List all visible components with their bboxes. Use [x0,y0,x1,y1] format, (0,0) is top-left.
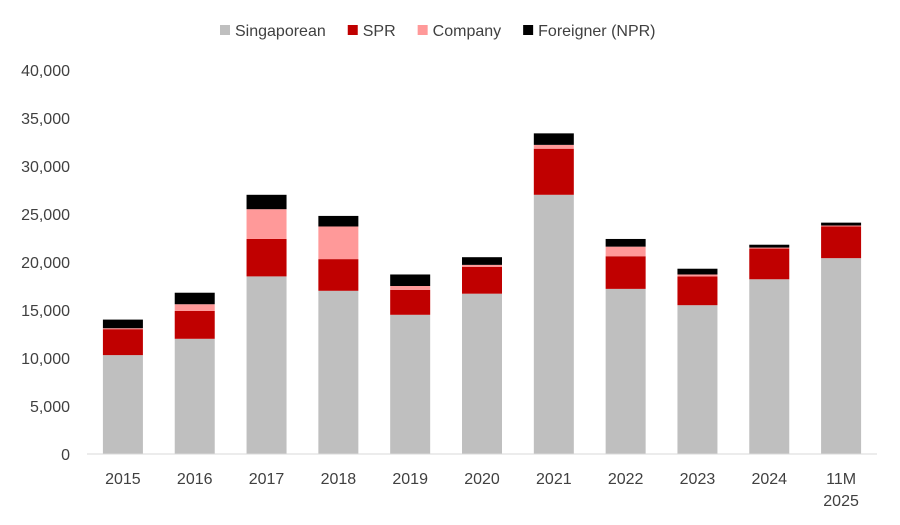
bar-2017-foreigner-npr [246,194,287,210]
legend-item-company: Company [417,23,501,40]
bar-2019-spr [390,289,431,315]
legend-swatch-company [417,25,428,35]
y-tick-label-5000: 5,000 [30,399,70,416]
y-tick-label-30000: 30,000 [21,159,70,176]
bar-2016-company [174,304,215,311]
bar-2021-foreigner-npr [533,133,574,145]
bar-2018-spr [318,259,359,291]
bar-11m-2025-spr [821,226,862,259]
y-tick-label-25000: 25,000 [21,207,70,224]
bar-2015-foreigner-npr [102,319,143,329]
bar-2018-foreigner-npr [318,215,359,227]
x-tick-label-2023: 2023 [680,471,716,488]
bar-2018-singaporean [318,290,359,454]
bar-2023-foreigner-npr [677,268,718,275]
y-tick-label-20000: 20,000 [21,255,70,272]
bar-11m-2025-singaporean [821,258,862,454]
bar-2023-singaporean [677,305,718,454]
x-tick-label-2020: 2020 [464,471,500,488]
legend-item-foreigner-npr: Foreigner (NPR) [523,23,656,40]
y-tick-label-35000: 35,000 [21,111,70,128]
bar-2021-spr [533,148,574,195]
bar-2024-singaporean [749,279,790,454]
legend-item-singaporean: Singaporean [220,23,326,40]
bar-2019-foreigner-npr [390,274,431,286]
x-tick-label-2019: 2019 [392,471,428,488]
legend-label-company: Company [433,23,501,40]
x-tick-label-2018: 2018 [321,471,357,488]
bar-2022-spr [605,256,646,289]
bar-2020-singaporean [462,293,502,454]
x-tick-label-11m-2025: 11M 2025 [823,471,859,510]
bar-2020-company [462,264,502,267]
x-tick-label-2021: 2021 [536,471,572,488]
bar-2023-company [677,274,718,277]
bar-2019-company [390,286,431,290]
bar-2022-singaporean [605,288,646,454]
y-tick-label-0: 0 [61,447,70,464]
bar-2015-spr [102,329,143,356]
bar-2017-spr [246,238,287,277]
bar-2022-company [605,246,646,257]
bar-2015-company [102,328,143,330]
bar-2020-foreigner-npr [462,257,502,265]
legend-swatch-foreigner-npr [523,25,534,35]
bar-2022-foreigner-npr [605,238,646,247]
legend-swatch-spr [347,25,358,35]
bar-2024-spr [749,248,790,280]
legend-label-singaporean: Singaporean [235,23,326,40]
x-tick-label-2016: 2016 [177,471,213,488]
legend-label-foreigner-npr: Foreigner (NPR) [538,23,655,40]
bars [102,133,862,455]
bar-2024-foreigner-npr [749,244,790,248]
bar-2017-singaporean [246,276,287,454]
bar-2016-singaporean [174,338,215,454]
y-tick-label-10000: 10,000 [21,351,70,368]
legend-label-spr: SPR [363,23,396,40]
bar-2018-company [318,226,359,260]
bar-2023-spr [677,276,718,306]
bar-11m-2025-company [821,225,862,227]
x-tick-label-2024: 2024 [751,471,787,488]
bar-2021-singaporean [533,194,574,455]
bar-2015-singaporean [102,355,143,454]
legend-item-spr: SPR [347,23,396,40]
y-tick-label-15000: 15,000 [21,303,70,320]
bar-2016-foreigner-npr [174,292,215,305]
x-tick-label-2017: 2017 [249,471,285,488]
bar-11m-2025-foreigner-npr [821,222,862,226]
bar-2019-singaporean [390,314,431,454]
x-axis: 2015 2016 2017 2018 2019 2020 2021 2022 2023 2024… [105,471,859,510]
y-tick-label-40000: 40,000 [21,63,70,80]
legend-swatch-singaporean [220,25,230,35]
y-axis: 0 5,000 10,000 15,000 20,000 25,000 30,000 35,0… [21,63,70,464]
bar-2024-company [749,247,790,249]
bar-2016-spr [174,310,215,339]
bar-2021-company [533,144,574,149]
x-tick-label-2022: 2022 [608,471,644,488]
x-tick-label-2015: 2015 [105,471,141,488]
chart-legend: Singaporean SPR Company Foreigner (NPR) [220,23,656,40]
bar-2017-company [246,209,287,239]
bar-2020-spr [462,266,502,294]
